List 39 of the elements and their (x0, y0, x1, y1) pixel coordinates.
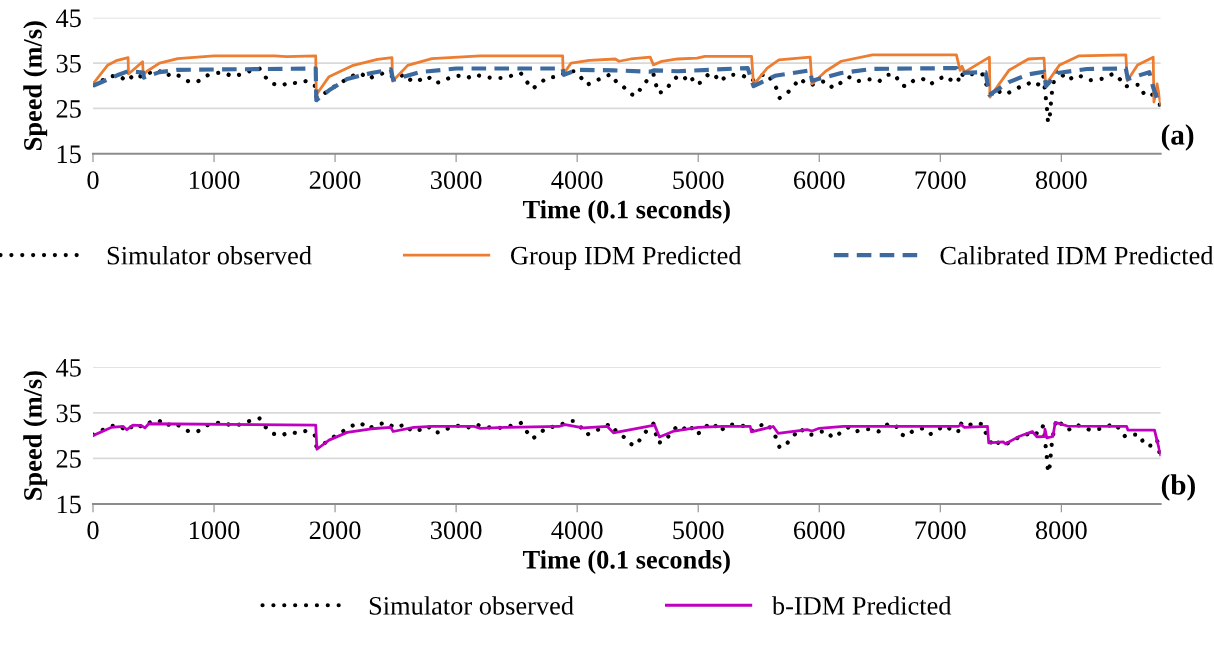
y-axis-title: Speed (m/s) (23, 21, 48, 150)
x-tick-label: 5000 (673, 521, 724, 540)
y-tick-label: 45 (56, 359, 81, 377)
y-tick-label: 15 (57, 145, 81, 164)
legend-label: Simulator observed (369, 596, 574, 615)
x-tick-label: 4000 (551, 521, 603, 540)
text: (b) (1161, 474, 1195, 501)
x-tick-label: 6000 (793, 521, 845, 540)
y-axis-title: Speed (m/s) (23, 371, 48, 500)
x-tick-label: 7000 (915, 171, 966, 189)
x-tick-label: 1000 (189, 171, 240, 189)
x-tick-label: 8000 (1035, 521, 1087, 540)
x-tick-label: 0 (87, 171, 99, 189)
x-axis-title: Time (0.1 seconds) (522, 550, 730, 574)
x-tick-label: 5000 (673, 171, 724, 189)
y-tick-label: 45 (56, 9, 81, 28)
legend-label: Simulator observed (107, 246, 312, 265)
x-tick-label: 2000 (309, 521, 361, 540)
text: (a) (1161, 124, 1194, 151)
y-tick-label: 25 (56, 100, 81, 118)
legend-label: Calibrated IDM Predicted (940, 246, 1214, 265)
x-tick-label: 6000 (793, 171, 845, 189)
y-tick-label: 15 (57, 495, 81, 514)
x-tick-label: 7000 (915, 521, 966, 540)
x-tick-label: 8000 (1035, 171, 1087, 189)
x-tick-label: 3000 (430, 171, 482, 189)
legend-label: b-IDM Predicted (771, 596, 952, 615)
line-series (92, 65, 1161, 109)
x-tick-label: 0 (87, 521, 99, 540)
y-tick-label: 35 (56, 404, 81, 423)
y-tick-label: 35 (56, 54, 81, 73)
x-axis-title: Time (0.1 seconds) (522, 199, 730, 224)
x-tick-label: 4000 (551, 171, 603, 189)
x-tick-label: 3000 (430, 521, 482, 540)
x-tick-label: 1000 (189, 521, 240, 540)
line-series (92, 420, 1161, 457)
y-tick-label: 25 (56, 450, 81, 468)
x-tick-label: 2000 (309, 171, 361, 189)
legend-label: Group IDM Predicted (511, 246, 742, 270)
